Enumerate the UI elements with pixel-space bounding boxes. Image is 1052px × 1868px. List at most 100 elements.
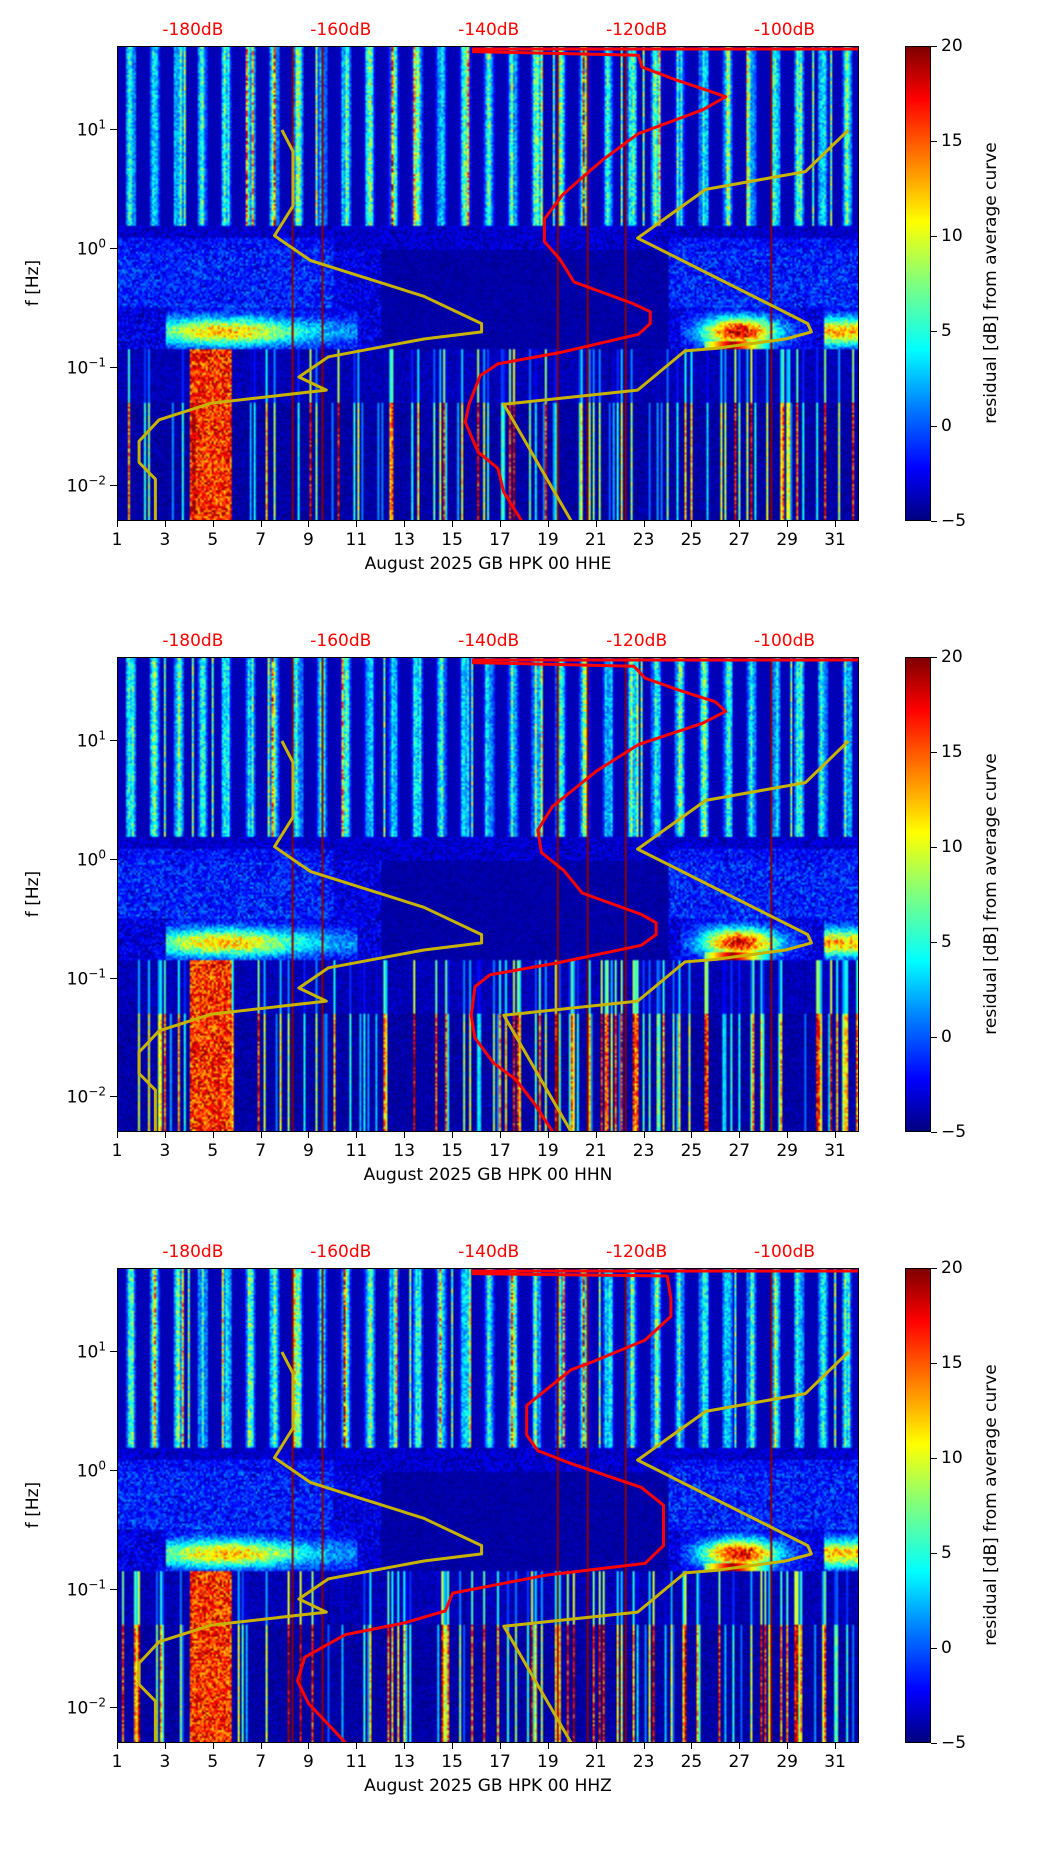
y-tick-mark (110, 1588, 117, 1590)
x-tick-label: 7 (255, 1752, 267, 1772)
x-tick-label: 7 (255, 530, 267, 550)
y-tick-mark (110, 1351, 117, 1352)
x-tick-label: 31 (824, 530, 846, 550)
colorbar-tick-mark (931, 1458, 937, 1459)
y-tick-mark (110, 129, 117, 130)
x-tick-mark (452, 1743, 454, 1749)
colorbar-tick-mark (931, 1363, 937, 1364)
x-tick-mark (164, 1132, 166, 1138)
y-tick-mark (110, 485, 117, 487)
x-tick-label: 29 (776, 1141, 799, 1161)
low-noise-model-curve (137, 1351, 484, 1742)
x-tick-mark (835, 1743, 837, 1749)
x-axis-label: August 2025 GB HPK 00 HHE (364, 554, 612, 574)
colorbar-tick-label: −5 (941, 511, 967, 531)
x-tick-mark (643, 1743, 645, 1749)
x-tick-label: 13 (393, 530, 416, 550)
x-axis-label: August 2025 GB HPK 00 HHZ (364, 1776, 612, 1796)
db-tick-label: -140dB (458, 1242, 520, 1262)
x-tick-mark (547, 1132, 549, 1138)
x-tick-label: 25 (680, 1141, 703, 1161)
x-tick-label: 3 (159, 1141, 171, 1161)
x-tick-label: 1 (111, 1752, 123, 1772)
x-tick-mark (499, 1743, 501, 1749)
x-tick-mark (308, 521, 310, 527)
plot-area (117, 1268, 859, 1743)
colorbar-tick-label: 5 (941, 1543, 952, 1563)
x-tick-mark (787, 1132, 789, 1138)
y-tick-label: 10−2 (66, 1695, 106, 1719)
colorbar-tick-mark (931, 1553, 937, 1554)
colorbar-tick-label: 0 (941, 1638, 952, 1658)
x-tick-label: 5 (207, 1752, 219, 1772)
x-tick-label: 7 (255, 1141, 267, 1161)
x-tick-mark (164, 1743, 166, 1749)
x-tick-mark (787, 1743, 789, 1749)
x-tick-label: 23 (632, 1141, 655, 1161)
x-tick-mark (404, 521, 406, 527)
colorbar-tick-mark (931, 46, 937, 47)
x-tick-mark (260, 1132, 262, 1138)
y-tick-label: 10−1 (66, 1577, 106, 1600)
colorbar-tick-label: −5 (941, 1122, 967, 1142)
y-tick-label: 10−2 (66, 473, 106, 497)
x-tick-mark (308, 1132, 310, 1138)
x-tick-mark (547, 1743, 549, 1749)
x-tick-label: 9 (303, 530, 314, 550)
station-psd-curve (469, 661, 728, 1131)
x-tick-mark (117, 521, 118, 527)
x-tick-mark (739, 521, 741, 527)
overlay-curves (137, 47, 858, 520)
x-tick-label: 31 (824, 1752, 846, 1772)
x-tick-mark (164, 521, 166, 527)
db-tick-label: -160dB (310, 1242, 372, 1262)
x-tick-mark (595, 1743, 597, 1749)
high-noise-model-curve (502, 739, 850, 1131)
colorbar-tick-label: −5 (941, 1733, 967, 1753)
x-tick-label: 25 (680, 530, 703, 550)
x-tick-mark (691, 521, 693, 527)
x-tick-mark (499, 521, 501, 527)
x-tick-label: 9 (303, 1752, 314, 1772)
x-tick-label: 11 (345, 1752, 368, 1772)
db-tick-label: -100dB (754, 1242, 816, 1262)
db-tick-label: -120dB (606, 1242, 668, 1262)
x-tick-label: 25 (680, 1752, 703, 1772)
colorbar-tick-label: 15 (941, 1353, 963, 1373)
y-axis-label: f [Hz] (23, 1481, 43, 1529)
x-tick-label: 3 (159, 530, 171, 550)
colorbar-label: residual [dB] from average curve (981, 753, 1001, 1035)
colorbar-tick-mark (931, 236, 937, 237)
y-tick-label: 101 (76, 728, 106, 752)
x-tick-label: 3 (159, 1752, 171, 1772)
x-tick-mark (212, 1132, 214, 1138)
spectrogram-heatmap (118, 1269, 858, 1742)
y-axis-label: f [Hz] (23, 259, 43, 307)
x-tick-mark (595, 521, 597, 527)
x-tick-label: 5 (207, 530, 219, 550)
x-tick-label: 15 (441, 1752, 463, 1772)
y-tick-label: 10−1 (66, 355, 106, 378)
colorbar-tick-mark (931, 426, 937, 427)
colorbar-tick-mark (931, 657, 937, 658)
x-tick-mark (452, 1132, 454, 1138)
db-tick-label: -160dB (310, 631, 372, 651)
colorbar-tick-label: 10 (941, 837, 963, 857)
y-tick-mark (110, 1096, 117, 1098)
x-tick-mark (787, 521, 789, 527)
x-tick-label: 9 (303, 1141, 314, 1161)
db-tick-label: -100dB (754, 20, 816, 40)
spectrogram-heatmap (118, 658, 858, 1131)
spectrogram-panel-hhe: -180dB -160dB -140dB -120dB -100dB 1 3 5 7 9 11 13 1… (0, 20, 1052, 646)
x-tick-mark (212, 1743, 214, 1749)
colorbar-tick-label: 15 (941, 131, 963, 151)
station-psd-curve (295, 1272, 673, 1742)
colorbar-tick-label: 5 (941, 321, 952, 341)
colorbar-tick-label: 10 (941, 1448, 963, 1468)
spectrogram-heatmap (118, 47, 858, 520)
x-tick-mark (260, 1743, 262, 1749)
x-tick-mark (404, 1743, 406, 1749)
x-tick-mark (643, 521, 645, 527)
x-tick-label: 27 (728, 1752, 751, 1772)
colorbar-tick-mark (931, 847, 937, 848)
